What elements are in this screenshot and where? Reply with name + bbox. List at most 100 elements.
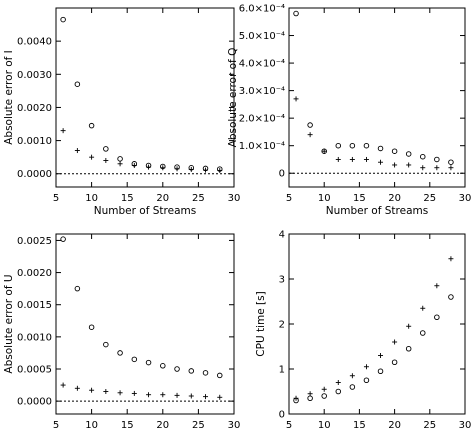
y-tick-label: 6.0×10⁻⁴ — [239, 4, 285, 15]
data-point-circle — [88, 122, 95, 129]
data-point-plus — [117, 161, 123, 167]
data-point-circle — [307, 122, 313, 128]
data-point-plus — [335, 156, 341, 162]
data-point-plus — [307, 391, 313, 397]
x-tick-label: 15 — [121, 420, 134, 429]
y-tick-label: 0.0005 — [17, 365, 52, 376]
y-tick-label: 5.0×10⁻⁴ — [239, 31, 285, 42]
data-point-plus — [74, 385, 80, 391]
y-tick-label: 0 — [279, 410, 285, 421]
data-point-circle — [117, 350, 123, 356]
data-point-plus — [103, 157, 109, 163]
data-point-circle — [74, 81, 81, 87]
y-axis-label: Absolute error of Q — [227, 48, 239, 148]
data-point-plus — [60, 128, 66, 134]
data-point-circle — [448, 159, 454, 165]
data-point-plus — [434, 165, 440, 171]
x-tick-label: 20 — [156, 193, 169, 204]
data-point-circle — [103, 146, 109, 152]
x-tick-label: 15 — [121, 193, 134, 204]
y-tick-label: 2.0×10⁻⁴ — [239, 114, 285, 125]
y-tick-label: 0.0020 — [17, 268, 52, 279]
data-point-plus — [293, 395, 299, 401]
data-point-circle — [434, 314, 440, 321]
data-point-circle — [377, 145, 384, 152]
data-point-plus — [378, 159, 384, 165]
data-point-plus — [307, 132, 313, 138]
data-point-plus — [146, 392, 152, 398]
data-point-plus — [293, 96, 299, 102]
x-tick-label: 20 — [156, 420, 169, 429]
x-tick-label: 20 — [388, 193, 401, 204]
data-point-circle — [405, 346, 412, 352]
plot-frame — [288, 233, 466, 415]
data-point-circle — [103, 341, 109, 348]
data-point-circle — [391, 359, 398, 366]
data-point-circle — [405, 151, 412, 157]
data-point-plus — [378, 353, 384, 358]
data-point-circle — [335, 142, 342, 149]
data-point-circle — [88, 324, 95, 330]
y-tick-label: 4.0×10⁻⁴ — [239, 59, 285, 70]
x-tick-label: 25 — [423, 193, 436, 204]
y-tick-label: 0.0010 — [17, 136, 52, 147]
y-tick-label: 0 — [279, 169, 285, 180]
data-point-plus — [321, 386, 327, 392]
data-point-plus — [406, 323, 412, 329]
data-point-plus — [174, 392, 180, 398]
y-tick-label: 0.0000 — [17, 169, 52, 180]
panel-4: 5101520253001234Number of StreamsCPU tim… — [255, 230, 471, 429]
data-point-plus — [349, 373, 355, 379]
data-point-circle — [321, 393, 327, 399]
data-point-circle — [420, 330, 426, 336]
data-point-plus — [74, 148, 80, 154]
data-point-plus — [174, 166, 180, 172]
data-point-plus — [448, 256, 454, 262]
y-tick-label: 1.0×10⁻⁴ — [239, 141, 285, 152]
data-point-circle — [117, 156, 123, 162]
data-point-plus — [434, 283, 440, 289]
data-point-plus — [146, 164, 152, 170]
data-point-circle — [363, 142, 370, 149]
x-tick-label: 5 — [53, 420, 59, 429]
data-point-plus — [217, 394, 223, 400]
y-tick-label: 1 — [279, 365, 285, 376]
data-point-circle — [145, 359, 152, 366]
y-tick-label: 0.0015 — [17, 300, 52, 311]
data-point-circle — [363, 377, 370, 384]
y-tick-label: 2 — [279, 320, 285, 331]
x-tick-label: 25 — [423, 420, 436, 429]
data-point-circle — [60, 236, 66, 242]
data-point-plus — [420, 305, 426, 311]
x-tick-label: 5 — [286, 420, 292, 429]
x-tick-label: 15 — [353, 193, 366, 204]
y-tick-label: 0.0010 — [17, 332, 52, 343]
panel-1: 5 10 15 20 25 30 0.0000 0.0010 0.0020 0.0030 0.004… — [3, 7, 241, 217]
data-point-plus — [131, 162, 137, 168]
x-tick-label: 20 — [388, 420, 401, 429]
data-point-plus — [349, 156, 355, 162]
y-tick-label: 3 — [279, 275, 285, 286]
panel-3: 5 10 15 20 25 30 0.0000 0.0005 0.0010 0.0015 0.002… — [3, 233, 240, 429]
data-point-circle — [391, 148, 398, 154]
x-tick-label: 10 — [318, 420, 331, 429]
y-axis-label: Absolute error of U — [3, 274, 15, 373]
data-point-circle — [434, 156, 440, 163]
data-point-plus — [203, 394, 209, 400]
data-point-circle — [335, 388, 342, 395]
data-point-circle — [160, 363, 166, 369]
x-tick-label: 10 — [318, 193, 331, 204]
x-tick-label: 30 — [228, 193, 241, 204]
data-point-circle — [131, 356, 138, 363]
y-axis-label: Absolute error of I — [3, 50, 15, 145]
data-point-circle — [174, 366, 180, 372]
data-point-circle — [307, 395, 313, 402]
x-tick-label: 10 — [85, 420, 98, 429]
y-tick-label: 0.0020 — [17, 103, 52, 114]
x-axis-label: Number of Streams — [94, 205, 196, 217]
data-point-circle — [448, 294, 454, 300]
data-point-circle — [202, 370, 209, 376]
x-tick-label: 5 — [286, 193, 292, 204]
data-point-plus — [217, 167, 223, 173]
y-tick-label: 3.0×10⁻⁴ — [239, 86, 285, 97]
